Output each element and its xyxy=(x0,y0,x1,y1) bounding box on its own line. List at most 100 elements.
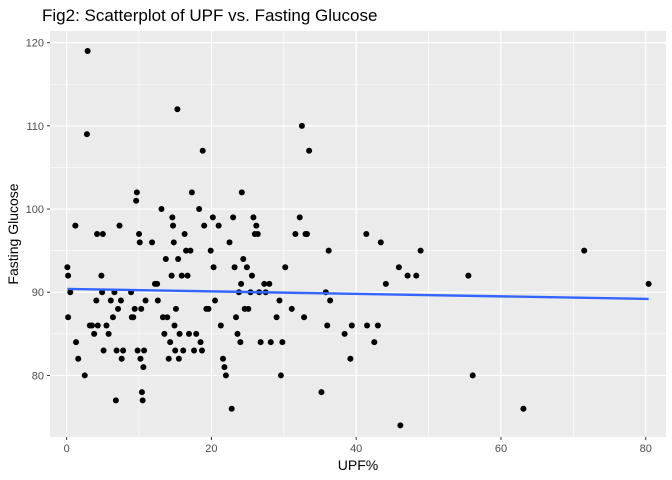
data-point xyxy=(175,355,182,362)
data-point xyxy=(172,305,179,312)
trend-line xyxy=(67,287,649,301)
data-point xyxy=(220,355,227,362)
data-point xyxy=(238,280,245,287)
data-point xyxy=(137,355,144,362)
data-point xyxy=(165,355,172,362)
data-point xyxy=(138,389,145,396)
y-tick-label: 80 xyxy=(32,370,44,382)
x-tick-label: 0 xyxy=(64,443,70,455)
data-point xyxy=(199,347,206,354)
data-point xyxy=(233,314,240,321)
data-point xyxy=(371,339,378,346)
data-point xyxy=(73,339,80,346)
data-point xyxy=(645,280,652,287)
data-point xyxy=(105,330,112,337)
data-point xyxy=(207,247,214,254)
data-point xyxy=(169,214,176,221)
data-point xyxy=(228,405,235,412)
data-point xyxy=(395,264,402,271)
data-point xyxy=(99,231,106,237)
data-point xyxy=(276,297,283,304)
data-point xyxy=(178,272,185,279)
data-point xyxy=(167,339,174,346)
data-point xyxy=(279,339,286,346)
x-axis-ticks: 0 20 40 60 80 xyxy=(64,437,652,455)
data-point xyxy=(303,231,310,237)
plot-panel xyxy=(50,31,666,437)
data-point xyxy=(149,239,156,246)
data-point xyxy=(234,330,241,337)
data-point xyxy=(348,322,355,329)
data-point xyxy=(154,297,161,304)
data-point xyxy=(301,314,308,321)
data-point xyxy=(215,222,222,229)
data-point xyxy=(237,339,244,346)
data-point xyxy=(93,297,100,304)
data-point xyxy=(196,206,203,213)
data-point xyxy=(261,280,268,287)
data-point xyxy=(133,197,140,204)
data-point xyxy=(175,255,182,262)
x-tick-label: 20 xyxy=(205,443,217,455)
data-point xyxy=(109,314,116,321)
data-point xyxy=(327,297,334,304)
trend-line-layer xyxy=(67,287,649,301)
data-point xyxy=(377,239,384,246)
data-point xyxy=(469,372,476,379)
data-point xyxy=(245,305,252,312)
data-point xyxy=(292,231,299,237)
data-point xyxy=(210,264,217,271)
data-point xyxy=(267,339,274,346)
data-point xyxy=(115,305,122,312)
data-point xyxy=(253,222,260,229)
data-point xyxy=(103,322,110,329)
data-point xyxy=(221,364,228,371)
data-point xyxy=(374,322,381,329)
data-point xyxy=(164,314,171,321)
data-point xyxy=(193,330,200,337)
data-point xyxy=(81,372,88,379)
x-axis-title: UPF% xyxy=(338,457,378,473)
data-point xyxy=(94,231,101,237)
data-point xyxy=(176,330,183,337)
data-point xyxy=(231,264,238,271)
data-point xyxy=(240,255,247,262)
data-point xyxy=(181,231,188,237)
data-point xyxy=(266,280,273,287)
data-point xyxy=(120,347,127,354)
data-point xyxy=(199,147,206,154)
data-point xyxy=(197,339,204,346)
data-point xyxy=(130,314,137,321)
data-point xyxy=(226,239,233,246)
data-point xyxy=(136,231,143,237)
data-point xyxy=(75,355,82,362)
data-point xyxy=(397,422,404,429)
data-point xyxy=(184,272,191,279)
data-point xyxy=(161,330,168,337)
data-point xyxy=(404,272,411,279)
data-points xyxy=(64,47,652,429)
data-point xyxy=(84,47,91,54)
data-point xyxy=(168,272,175,279)
data-point xyxy=(91,330,98,337)
data-point xyxy=(188,189,195,196)
data-point xyxy=(417,247,424,254)
data-point xyxy=(364,322,371,329)
data-point xyxy=(180,347,187,354)
x-tick-label: 80 xyxy=(640,443,652,455)
data-point xyxy=(298,122,305,129)
data-point xyxy=(142,297,149,304)
data-point xyxy=(306,147,313,154)
data-point xyxy=(131,305,138,312)
y-tick-label: 120 xyxy=(26,38,44,50)
data-point xyxy=(183,247,190,254)
data-point xyxy=(162,255,169,262)
data-point xyxy=(94,322,101,329)
data-point xyxy=(65,314,72,321)
data-point xyxy=(520,405,527,412)
data-point xyxy=(159,314,166,321)
data-point xyxy=(141,347,148,354)
data-point xyxy=(170,239,177,246)
